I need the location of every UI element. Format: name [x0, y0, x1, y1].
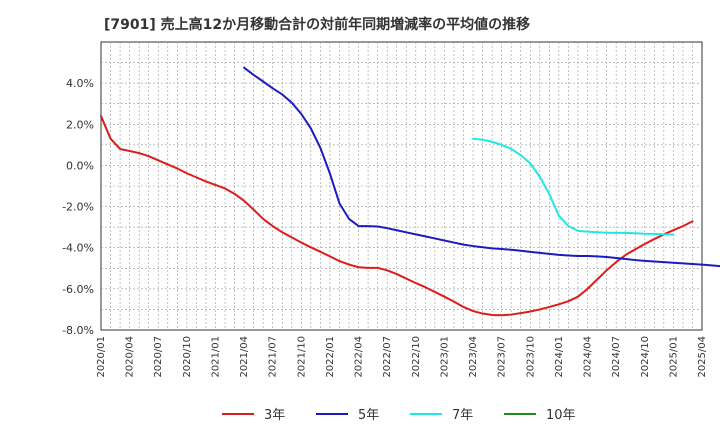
- x-tick-label: 2023/01: [439, 336, 450, 378]
- y-tick-label: -6.0%: [62, 283, 94, 296]
- x-tick-label: 2023/04: [468, 336, 479, 378]
- legend-label-2: 5年: [358, 408, 379, 423]
- chart-title: [7901] 売上高12か月移動合計の対前年同期増減率の平均値の推移: [104, 17, 531, 33]
- x-tick-label: 2020/07: [153, 336, 164, 378]
- series-line-2: [243, 66, 720, 268]
- x-tick-label: 2021/04: [239, 336, 250, 378]
- x-tick-label: 2021/07: [268, 336, 279, 378]
- x-tick-label: 2025/01: [668, 336, 679, 378]
- x-tick-label: 2024/07: [611, 336, 622, 378]
- x-tick-label: 2020/01: [96, 336, 107, 378]
- series-layer: [100, 66, 720, 317]
- x-tick-label: 2022/10: [411, 336, 422, 378]
- x-tick-label: 2020/04: [125, 336, 136, 378]
- x-tick-label: 2024/01: [554, 336, 565, 378]
- y-tick-label: -8.0%: [62, 324, 94, 337]
- x-tick-label: 2021/01: [210, 336, 221, 378]
- x-tick-label: 2023/10: [525, 336, 536, 378]
- legend-label-1: 3年: [264, 408, 285, 423]
- x-tick-label: 2024/04: [583, 336, 594, 378]
- y-tick-label: 2.0%: [66, 118, 94, 131]
- x-tick-label: 2020/10: [182, 336, 193, 378]
- y-tick-label: 0.0%: [66, 159, 94, 172]
- legend-layer: 3年 5年 7年 10年: [222, 408, 576, 423]
- y-tick-label: 4.0%: [66, 77, 94, 90]
- y-tick-label: -4.0%: [62, 242, 94, 255]
- legend-label-3: 7年: [452, 408, 473, 423]
- x-tick-label: 2021/10: [296, 336, 307, 378]
- x-tick-label: 2023/07: [497, 336, 508, 378]
- x-tick-label: 2022/04: [354, 336, 365, 378]
- y-tick-label: -2.0%: [62, 201, 94, 214]
- legend-label-4: 10年: [546, 408, 576, 423]
- series-line-1: [100, 115, 694, 317]
- x-tick-label: 2022/01: [325, 336, 336, 378]
- series-line-3: [472, 137, 675, 236]
- axis-layer: 4.0% 2.0% 0.0% -2.0% -4.0% -6.0% -8.0%2020/01 2…: [62, 77, 708, 377]
- x-tick-label: 2025/04: [697, 336, 708, 378]
- grid-layer: [100, 41, 703, 331]
- x-tick-label: 2022/07: [382, 336, 393, 378]
- x-tick-label: 2024/10: [640, 336, 651, 378]
